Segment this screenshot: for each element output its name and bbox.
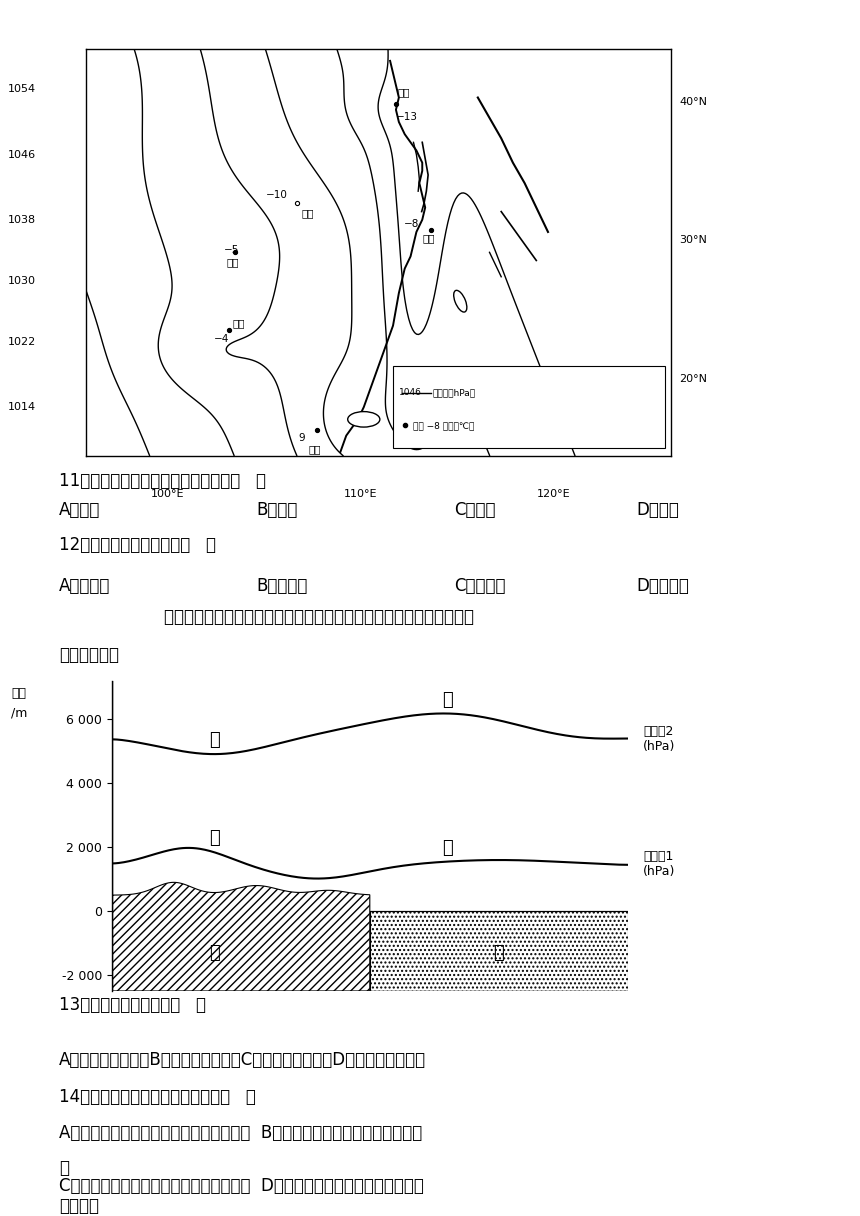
Text: 成下面小题。: 成下面小题。 bbox=[58, 646, 119, 664]
Text: 14．关于图中气流的说法正确的是（   ）: 14．关于图中气流的说法正确的是（ ） bbox=[58, 1088, 255, 1105]
Text: 100°E: 100°E bbox=[151, 489, 185, 499]
Text: 1022: 1022 bbox=[8, 337, 36, 347]
Text: 北京: 北京 bbox=[397, 88, 410, 97]
Text: C．三亚: C．三亚 bbox=[454, 501, 496, 519]
Text: 1038: 1038 bbox=[8, 215, 36, 225]
Text: 上海: 上海 bbox=[422, 233, 435, 243]
Polygon shape bbox=[370, 911, 628, 991]
Text: 1014: 1014 bbox=[8, 402, 36, 412]
Text: A．东北风: A．东北风 bbox=[58, 576, 110, 595]
Polygon shape bbox=[112, 883, 370, 991]
Text: 海: 海 bbox=[494, 944, 504, 962]
Text: 等压面1
(hPa): 等压面1 (hPa) bbox=[643, 850, 676, 878]
Text: 上海 −8 气温（℃）: 上海 −8 气温（℃） bbox=[414, 421, 475, 430]
Text: 丙: 丙 bbox=[210, 731, 220, 749]
Text: 9: 9 bbox=[298, 433, 305, 443]
Ellipse shape bbox=[454, 291, 467, 313]
Text: 海拔: 海拔 bbox=[11, 687, 27, 700]
Ellipse shape bbox=[347, 411, 380, 427]
Text: A．甲丙之间气流产生的直接原因是气压差  B．乙丁之间气流受地转偏向力的影: A．甲丙之间气流产生的直接原因是气压差 B．乙丁之间气流受地转偏向力的影 bbox=[58, 1125, 422, 1142]
Text: 40°N: 40°N bbox=[679, 96, 708, 107]
Text: 12．图中，上海的风向为（   ）: 12．图中，上海的风向为（ ） bbox=[58, 536, 216, 554]
Text: 丁: 丁 bbox=[442, 691, 452, 709]
Text: −5: −5 bbox=[224, 246, 239, 255]
Text: 120°E: 120°E bbox=[537, 489, 571, 499]
Text: /m: /m bbox=[10, 706, 28, 720]
Text: A．甲＞乙＞丁＞丙B．乙＞甲＞丙＞丁C．丙＞丁＞甲＞乙D．丁＞丙＞乙＞甲: A．甲＞乙＞丁＞丙B．乙＞甲＞丙＞丁C．丙＞丁＞甲＞乙D．丁＞丙＞乙＞甲 bbox=[58, 1052, 426, 1069]
Text: 性质差异: 性质差异 bbox=[58, 1198, 99, 1216]
Text: 等压线（hPa）: 等压线（hPa） bbox=[433, 388, 476, 398]
Text: 30°N: 30°N bbox=[679, 235, 708, 246]
Text: 西安: 西安 bbox=[301, 208, 314, 219]
Text: 成都: 成都 bbox=[226, 258, 239, 268]
Text: A．成都: A．成都 bbox=[58, 501, 101, 519]
Text: −10: −10 bbox=[266, 190, 288, 201]
Text: C．水平气压梯度力只影响甲乙之间的风速  D．四地间环流根本原因是海陆热力: C．水平气压梯度力只影响甲乙之间的风速 D．四地间环流根本原因是海陆热力 bbox=[58, 1177, 424, 1195]
Text: 1046: 1046 bbox=[8, 150, 36, 159]
Text: 三亚: 三亚 bbox=[308, 444, 321, 454]
Text: −13: −13 bbox=[396, 112, 418, 122]
Text: 13．图中各地的气压值（   ）: 13．图中各地的气压值（ ） bbox=[58, 996, 206, 1014]
Text: 陆: 陆 bbox=[210, 944, 220, 962]
Text: 昆明: 昆明 bbox=[232, 317, 245, 327]
Text: 110°E: 110°E bbox=[344, 489, 378, 499]
Text: 11．图示下列城市中，风力最大的为（   ）: 11．图示下列城市中，风力最大的为（ ） bbox=[58, 472, 266, 490]
Text: C．西北风: C．西北风 bbox=[454, 576, 506, 595]
Text: 等压面2
(hPa): 等压面2 (hPa) bbox=[643, 725, 676, 753]
Text: 下图为某季节我国东部沿海某区域近地面和高空等压面示意图，读图完: 下图为某季节我国东部沿海某区域近地面和高空等压面示意图，读图完 bbox=[122, 608, 474, 626]
Text: −4: −4 bbox=[214, 334, 230, 344]
Text: 20°N: 20°N bbox=[679, 373, 708, 383]
Text: D．西南风: D．西南风 bbox=[636, 576, 689, 595]
Bar bbox=[393, 366, 665, 447]
Text: 1054: 1054 bbox=[8, 84, 36, 95]
Text: −8: −8 bbox=[404, 219, 420, 229]
Text: 甲: 甲 bbox=[210, 829, 220, 848]
Text: D．西安: D．西安 bbox=[636, 501, 679, 519]
Text: 1030: 1030 bbox=[9, 276, 36, 286]
Text: 乙: 乙 bbox=[442, 839, 452, 857]
Text: B．东南风: B．东南风 bbox=[256, 576, 308, 595]
Text: 1046: 1046 bbox=[399, 388, 421, 398]
Text: 响: 响 bbox=[58, 1159, 69, 1177]
Text: B．昆明: B．昆明 bbox=[256, 501, 298, 519]
